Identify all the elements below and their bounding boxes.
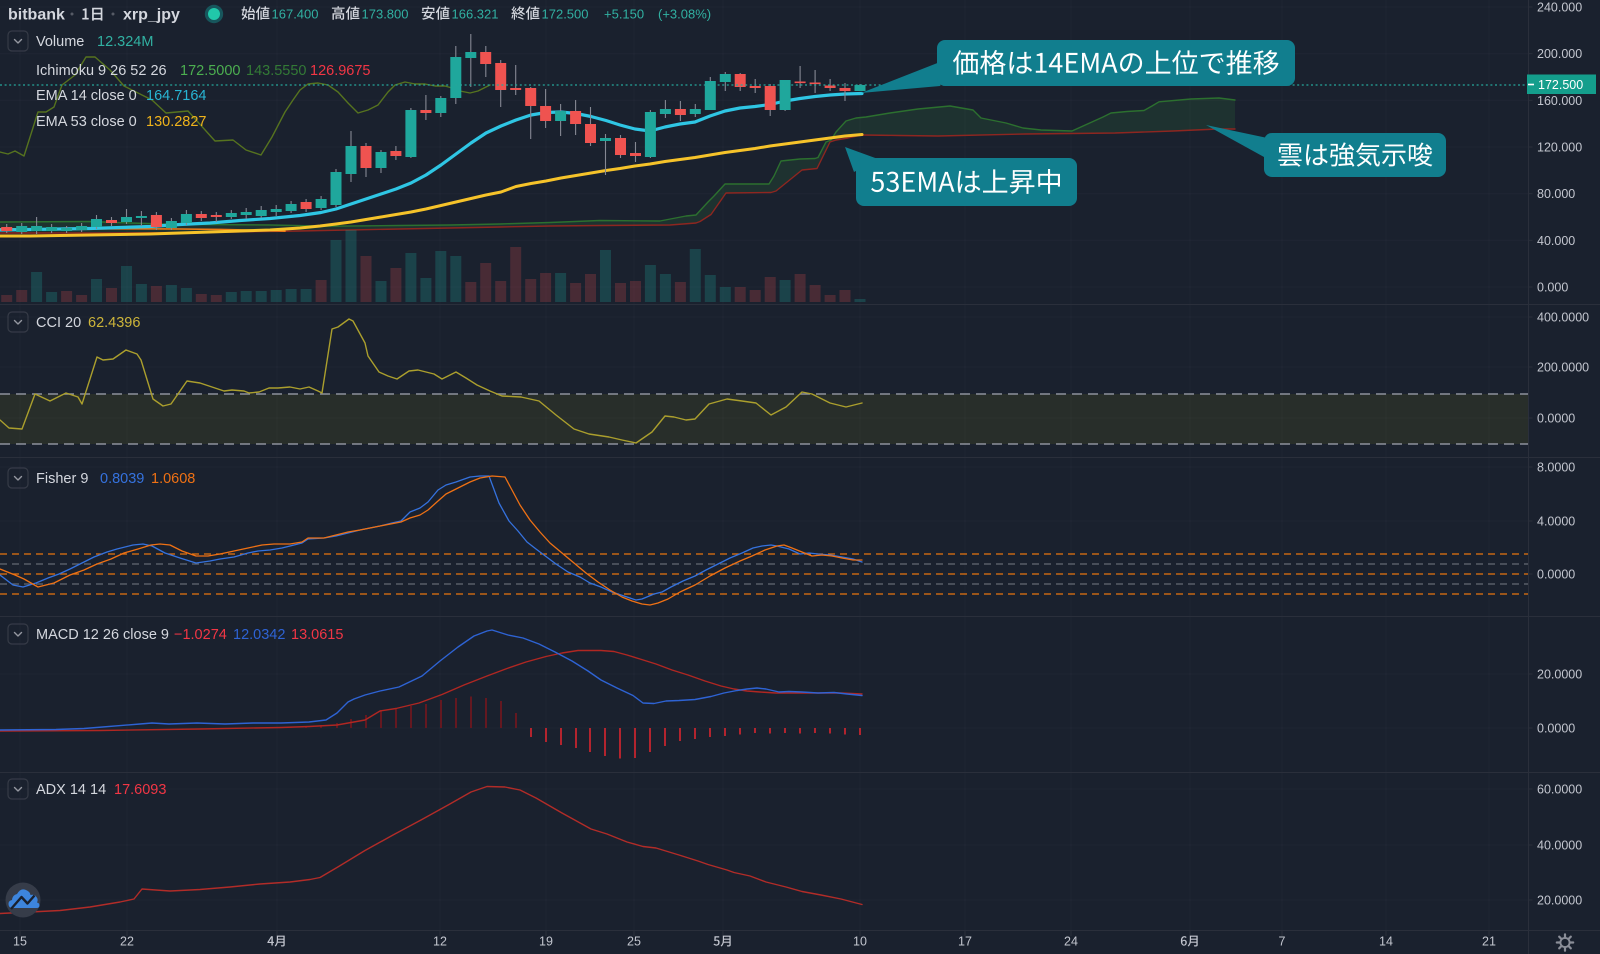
svg-text:10: 10	[853, 935, 867, 949]
svg-text:19: 19	[539, 935, 553, 949]
svg-text:0.0000: 0.0000	[1537, 722, 1575, 736]
svg-text:172.500: 172.500	[542, 7, 589, 22]
svg-text:14: 14	[1379, 935, 1393, 949]
svg-text:40.000: 40.000	[1537, 234, 1575, 248]
svg-text:62.4396: 62.4396	[88, 315, 140, 331]
svg-text:22: 22	[120, 935, 134, 949]
svg-text:12: 12	[433, 935, 447, 949]
svg-text:172.5000: 172.5000	[180, 63, 240, 79]
svg-text:4.0000: 4.0000	[1537, 515, 1575, 529]
svg-text:164.7164: 164.7164	[146, 88, 206, 104]
svg-text:1.0608: 1.0608	[151, 471, 195, 487]
svg-text:CCI 20: CCI 20	[36, 315, 81, 331]
svg-text:0.8039: 0.8039	[100, 471, 144, 487]
svg-text:126.9675: 126.9675	[310, 63, 370, 79]
svg-text:240.000: 240.000	[1537, 1, 1582, 15]
svg-text:143.5550: 143.5550	[246, 63, 306, 79]
svg-text:13.0615: 13.0615	[291, 627, 343, 643]
svg-text:+5.150: +5.150	[604, 7, 644, 22]
svg-text:0.0000: 0.0000	[1537, 568, 1575, 582]
svg-text:ADX 14 14: ADX 14 14	[36, 782, 106, 798]
svg-text:17: 17	[958, 935, 972, 949]
svg-text:80.000: 80.000	[1537, 187, 1575, 201]
svg-text:166.321: 166.321	[452, 7, 499, 22]
svg-text:15: 15	[13, 935, 27, 949]
svg-text:EMA 14 close 0: EMA 14 close 0	[36, 88, 137, 104]
svg-text:0.0000: 0.0000	[1537, 412, 1575, 426]
svg-text:20.0000: 20.0000	[1537, 668, 1582, 682]
svg-text:xrp_jpy: xrp_jpy	[123, 7, 180, 24]
svg-text:Fisher 9: Fisher 9	[36, 471, 88, 487]
svg-text:200.000: 200.000	[1537, 47, 1582, 61]
svg-text:130.2827: 130.2827	[146, 114, 206, 130]
svg-text:20.0000: 20.0000	[1537, 894, 1582, 908]
svg-text:24: 24	[1064, 935, 1078, 949]
svg-text:12.324M: 12.324M	[97, 34, 153, 50]
svg-text:60.0000: 60.0000	[1537, 783, 1582, 797]
svg-text:Ichimoku 9 26 52 26: Ichimoku 9 26 52 26	[36, 63, 167, 79]
svg-text:21: 21	[1482, 935, 1496, 949]
svg-text:7: 7	[1279, 935, 1286, 949]
svg-text:MACD 12 26 close 9: MACD 12 26 close 9	[36, 627, 169, 643]
svg-text:40.0000: 40.0000	[1537, 839, 1582, 853]
svg-text:120.000: 120.000	[1537, 141, 1582, 155]
svg-text:EMA 53 close 0: EMA 53 close 0	[36, 114, 137, 130]
svg-text:bitbank: bitbank	[8, 7, 65, 24]
svg-text:400.0000: 400.0000	[1537, 311, 1589, 325]
svg-text:167.400: 167.400	[272, 7, 319, 22]
svg-text:8.0000: 8.0000	[1537, 461, 1575, 475]
svg-text:(+3.08%): (+3.08%)	[658, 7, 711, 22]
svg-text:0.000: 0.000	[1537, 281, 1568, 295]
svg-text:172.500: 172.500	[1538, 78, 1583, 92]
svg-text:200.0000: 200.0000	[1537, 361, 1589, 375]
svg-text:12.0342: 12.0342	[233, 627, 285, 643]
svg-text:173.800: 173.800	[362, 7, 409, 22]
svg-text:25: 25	[627, 935, 641, 949]
svg-text:Volume: Volume	[36, 34, 84, 50]
svg-text:−1.0274: −1.0274	[174, 627, 227, 643]
svg-text:17.6093: 17.6093	[114, 782, 166, 798]
svg-text:160.000: 160.000	[1537, 94, 1582, 108]
